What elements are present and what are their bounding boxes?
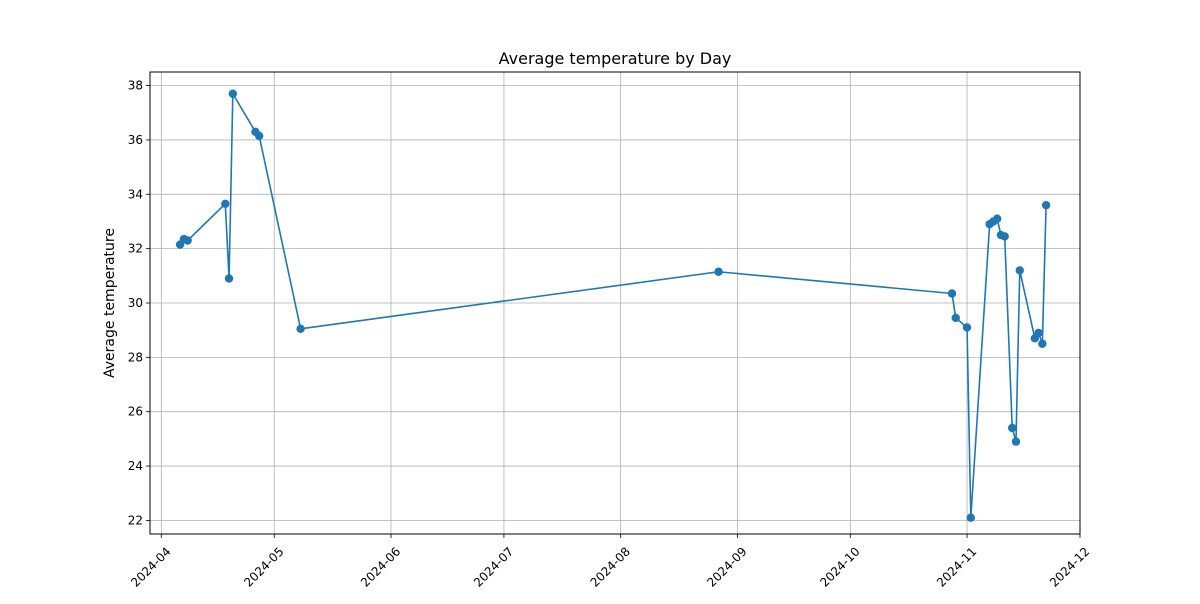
data-point — [183, 236, 192, 245]
y-tick-label: 34 — [128, 187, 143, 201]
data-point — [254, 131, 264, 141]
data-point — [947, 289, 957, 298]
data-point — [1008, 423, 1017, 433]
series-layer — [175, 89, 1051, 522]
data-point — [1011, 437, 1021, 446]
data-point — [1034, 328, 1043, 338]
grid-lines — [150, 72, 1081, 534]
data-point — [966, 513, 976, 522]
y-tick-label: 24 — [128, 459, 143, 473]
data-point — [714, 267, 723, 276]
y-axis-title: Average temperature — [102, 228, 118, 378]
data-point — [1000, 232, 1009, 241]
y-axis-ticks: 22 24 26 28 30 32 34 36 38 — [128, 79, 150, 527]
y-tick-label: 22 — [128, 513, 143, 527]
data-point — [992, 214, 1002, 223]
chart-title: Average temperature by Day — [499, 49, 732, 68]
data-point — [224, 274, 234, 283]
data-point — [962, 323, 972, 332]
data-point — [951, 313, 960, 323]
data-point — [228, 89, 238, 98]
y-tick-label: 30 — [128, 296, 143, 310]
data-point — [1038, 339, 1047, 348]
y-tick-label: 36 — [128, 133, 143, 147]
y-tick-label: 28 — [128, 350, 143, 364]
data-point — [221, 199, 230, 209]
y-tick-label: 26 — [128, 405, 143, 419]
y-tick-label: 32 — [128, 242, 143, 256]
series-line — [179, 92, 1047, 519]
data-point — [1041, 200, 1051, 210]
data-point — [1015, 266, 1024, 275]
data-point — [296, 324, 305, 334]
y-tick-label: 38 — [128, 79, 143, 93]
